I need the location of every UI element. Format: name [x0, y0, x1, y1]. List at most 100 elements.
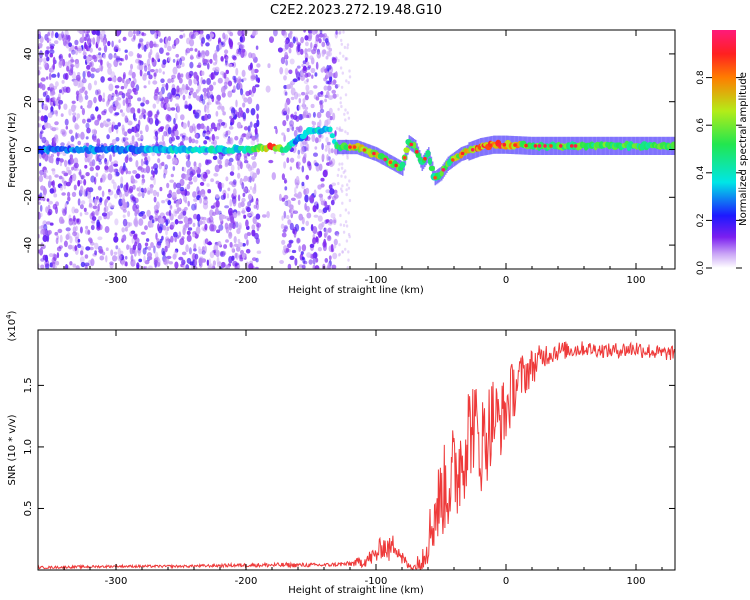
noise-speckle [127, 120, 133, 126]
noise-speckle [91, 30, 97, 35]
noise-speckle [156, 109, 160, 116]
noise-speckle [174, 219, 179, 225]
noise-speckle [295, 175, 300, 184]
noise-speckle [305, 114, 310, 119]
noise-speckle [49, 91, 55, 97]
noise-speckle [39, 169, 45, 176]
noise-speckle [307, 65, 312, 69]
noise-speckle [199, 256, 204, 260]
noise-speckle [74, 245, 78, 251]
noise-speckle [214, 126, 218, 132]
noise-speckle [73, 79, 79, 87]
noise-speckle [44, 254, 49, 263]
noise-speckle [110, 249, 114, 256]
noise-speckle [242, 112, 246, 120]
noise-speckle [202, 98, 206, 105]
noise-speckle [129, 247, 134, 255]
noise-speckle [245, 219, 249, 228]
noise-speckle [251, 85, 257, 94]
noise-speckle [208, 240, 212, 246]
noise-speckle [176, 64, 182, 69]
noise-speckle [249, 186, 253, 190]
noise-speckle [210, 178, 215, 183]
noise-speckle [86, 127, 91, 134]
noise-speckle [182, 210, 187, 216]
noise-speckle [63, 103, 68, 110]
noise-speckle [186, 234, 192, 242]
noise-speckle [292, 114, 298, 121]
noise-speckle [158, 68, 162, 74]
noise-speckle [174, 210, 180, 214]
noise-speckle [57, 33, 63, 41]
noise-speckle [323, 227, 327, 232]
noise-speckle [136, 53, 140, 59]
noise-speckle [318, 119, 322, 127]
noise-speckle [321, 41, 326, 48]
noise-speckle [242, 243, 246, 247]
noise-speckle [192, 233, 196, 238]
noise-speckle [153, 196, 157, 203]
noise-speckle [332, 252, 338, 260]
noise-speckle [79, 256, 85, 264]
noise-speckle [71, 100, 76, 105]
noise-speckle [285, 59, 288, 66]
noise-speckle [255, 45, 259, 50]
noise-speckle [237, 194, 241, 202]
noise-speckle [104, 205, 109, 213]
noise-speckle [91, 211, 96, 217]
noise-speckle [237, 202, 242, 209]
noise-speckle [55, 157, 60, 166]
noise-speckle [127, 210, 131, 217]
noise-speckle [233, 243, 239, 247]
noise-speckle [159, 186, 163, 192]
noise-speckle [283, 85, 288, 89]
noise-speckle [318, 209, 322, 213]
noise-speckle [74, 45, 78, 50]
noise-speckle [162, 225, 167, 231]
noise-speckle [153, 135, 157, 140]
noise-speckle [214, 66, 220, 73]
ridge-peak [470, 148, 475, 152]
noise-speckle [136, 108, 141, 114]
noise-speckle [113, 163, 119, 167]
noise-speckle [173, 117, 176, 125]
noise-speckle [114, 85, 120, 89]
noise-speckle [180, 114, 185, 121]
noise-speckle [159, 38, 163, 43]
noise-speckle [310, 224, 314, 232]
noise-speckle [58, 60, 64, 66]
noise-speckle [185, 47, 191, 54]
noise-speckle [73, 162, 79, 169]
noise-speckle [294, 223, 300, 232]
noise-speckle [326, 51, 332, 57]
noise-speckle [331, 57, 337, 64]
noise-speckle [149, 186, 153, 194]
noise-speckle [306, 66, 311, 71]
noise-speckle [151, 166, 154, 170]
noise-speckle [223, 81, 228, 86]
noise-speckle [305, 187, 310, 195]
noise-speckle [191, 203, 196, 211]
noise-speckle [202, 178, 207, 182]
noise-speckle [154, 167, 158, 175]
noise-speckle [41, 136, 47, 144]
noise-speckle [328, 65, 332, 70]
noise-speckle [120, 182, 124, 189]
noise-speckle [119, 109, 123, 113]
noise-speckle [150, 242, 154, 248]
noise-speckle [228, 231, 233, 239]
noise-speckle [72, 173, 77, 182]
noise-speckle [63, 240, 68, 248]
noise-speckle [80, 250, 84, 256]
noise-speckle [74, 168, 80, 172]
noise-speckle [122, 36, 127, 42]
noise-speckle [253, 68, 259, 74]
noise-speckle [346, 183, 349, 187]
noise-speckle [292, 78, 298, 83]
noise-speckle [310, 67, 316, 74]
noise-speckle [308, 32, 313, 40]
noise-speckle [98, 216, 102, 221]
noise-speckle [338, 252, 341, 256]
noise-speckle [229, 115, 233, 120]
noise-speckle [93, 128, 97, 137]
